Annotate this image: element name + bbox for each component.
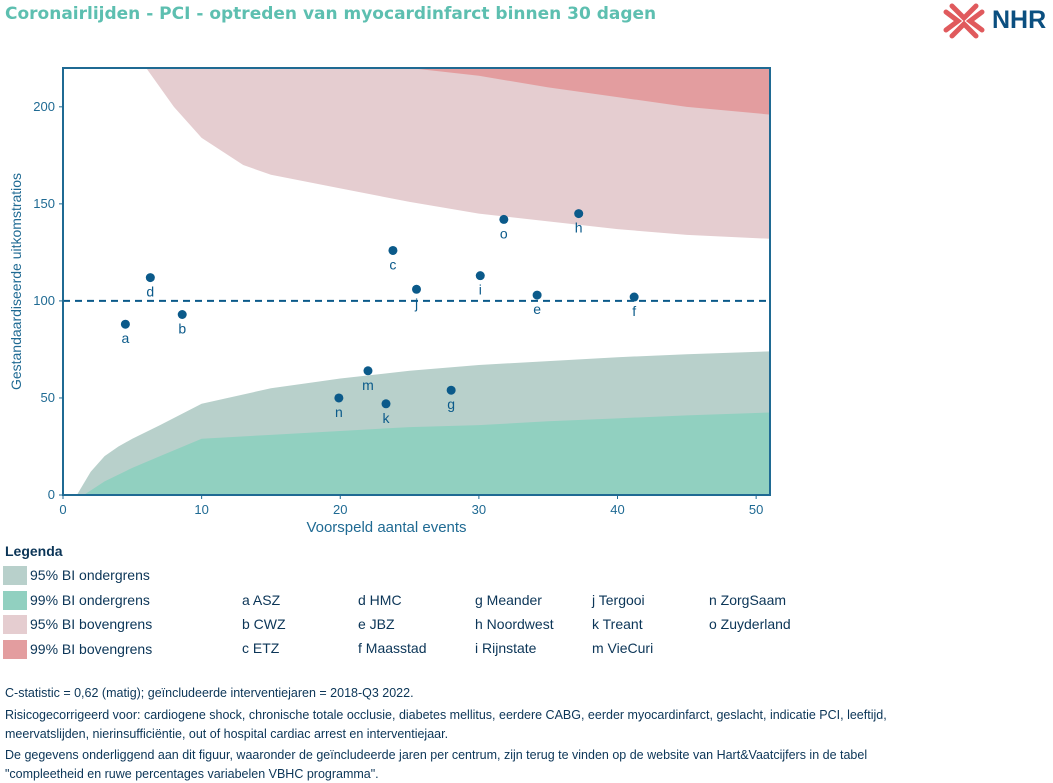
y-tick-label-100: 100 (33, 293, 55, 308)
legend-center-g: g Meander (475, 592, 542, 608)
legend-center-d: d HMC (358, 592, 402, 608)
point-label-b: b (178, 320, 186, 336)
point-label-h: h (575, 220, 583, 236)
x-tick-label-40: 40 (610, 502, 624, 517)
legend-center-e: e JBZ (358, 616, 395, 632)
legend-swatch-lower95 (3, 566, 27, 585)
point-label-d: d (146, 284, 154, 300)
page-title: Coronairlijden - PCI - optreden van myoc… (5, 4, 657, 24)
legend-label-lower99: 99% BI ondergrens (30, 592, 150, 608)
footnote-cstatistic: C-statistic = 0,62 (matig); geïncludeerd… (5, 686, 414, 700)
x-tick-label-30: 30 (472, 502, 486, 517)
point-b (177, 309, 187, 319)
x-axis-label: Voorspeld aantal events (306, 519, 466, 536)
logo-text: NHR (992, 6, 1047, 34)
point-label-a: a (121, 330, 129, 346)
footnote-data-source-cont: "compleetheid en ruwe percentages variab… (5, 767, 379, 781)
legend-center-f: f Maasstad (358, 640, 427, 656)
point-label-c: c (389, 256, 396, 272)
plot-frame (62, 67, 771, 496)
legend-center-k: k Treant (592, 616, 643, 632)
funnel-chart: 0 10 20 30 40 50 0 50 100 150 200 Voorspeld aantal … (8, 67, 771, 536)
nhr-logo: NHR (940, 0, 1052, 42)
point-g (446, 385, 456, 395)
point-label-o: o (500, 225, 508, 241)
legend-center-o: o Zuyderland (709, 616, 791, 632)
y-tick-label-200: 200 (33, 99, 55, 114)
point-o (499, 214, 509, 224)
y-tick-label-0: 0 (48, 487, 55, 502)
footnote-data-source: De gegevens onderliggend aan dit figuur,… (5, 748, 868, 762)
legend-swatch-lower99 (3, 591, 27, 610)
point-a (120, 319, 130, 329)
legend-swatch-upper99 (3, 640, 27, 659)
point-label-e: e (533, 301, 541, 317)
point-f (629, 292, 639, 302)
legend-label-upper99: 99% BI bovengrens (30, 641, 153, 657)
legend-swatch-upper95 (3, 615, 27, 634)
nhr-cross-logo-icon (943, 3, 985, 39)
footnote-risk-adjustment: Risicogecorrigeerd voor: cardiogene shoc… (5, 708, 887, 722)
legend-title: Legenda (5, 543, 63, 559)
y-axis-label: Gestandaardiseerde uitkomstratios (8, 173, 24, 390)
y-tick-label-150: 150 (33, 196, 55, 211)
legend-label-upper95: 95% BI bovengrens (30, 616, 153, 632)
point-j (412, 284, 421, 294)
point-n (334, 393, 344, 403)
band-lower99 (83, 412, 770, 495)
point-k (381, 399, 391, 409)
point-d (145, 273, 155, 283)
legend-center-m: m VieCuri (592, 640, 654, 656)
footnote-risk-adjustment-cont: meervatslijden, nierinsufficiëntie, out … (5, 727, 449, 741)
x-tick-label-50: 50 (749, 502, 763, 517)
legend-center-h: h Noordwest (475, 616, 554, 632)
point-m (363, 366, 373, 376)
point-c (388, 245, 398, 255)
point-label-f: f (632, 303, 636, 319)
point-label-n: n (335, 404, 343, 420)
point-label-i: i (479, 282, 482, 298)
point-label-j: j (414, 295, 418, 311)
y-tick-label-50: 50 (41, 390, 55, 405)
point-label-k: k (383, 410, 391, 426)
band-upper95 (146, 68, 770, 239)
point-label-g: g (447, 396, 455, 412)
legend-center-a: a ASZ (242, 592, 281, 608)
legend-center-b: b CWZ (242, 616, 286, 632)
point-label-m: m (362, 377, 374, 393)
x-tick-label-20: 20 (333, 502, 347, 517)
legend-center-j: j Tergooi (592, 592, 645, 608)
legend-center-i: i Rijnstate (475, 640, 537, 656)
band-upper99 (409, 68, 770, 115)
point-e (532, 290, 542, 300)
legend-label-lower95: 95% BI ondergrens (30, 567, 150, 583)
x-tick-label-10: 10 (194, 502, 208, 517)
point-h (574, 209, 584, 219)
point-i (475, 271, 485, 281)
legend-center-n: n ZorgSaam (709, 592, 787, 608)
x-tick-label-0: 0 (59, 502, 66, 517)
legend-center-c: c ETZ (242, 640, 280, 656)
